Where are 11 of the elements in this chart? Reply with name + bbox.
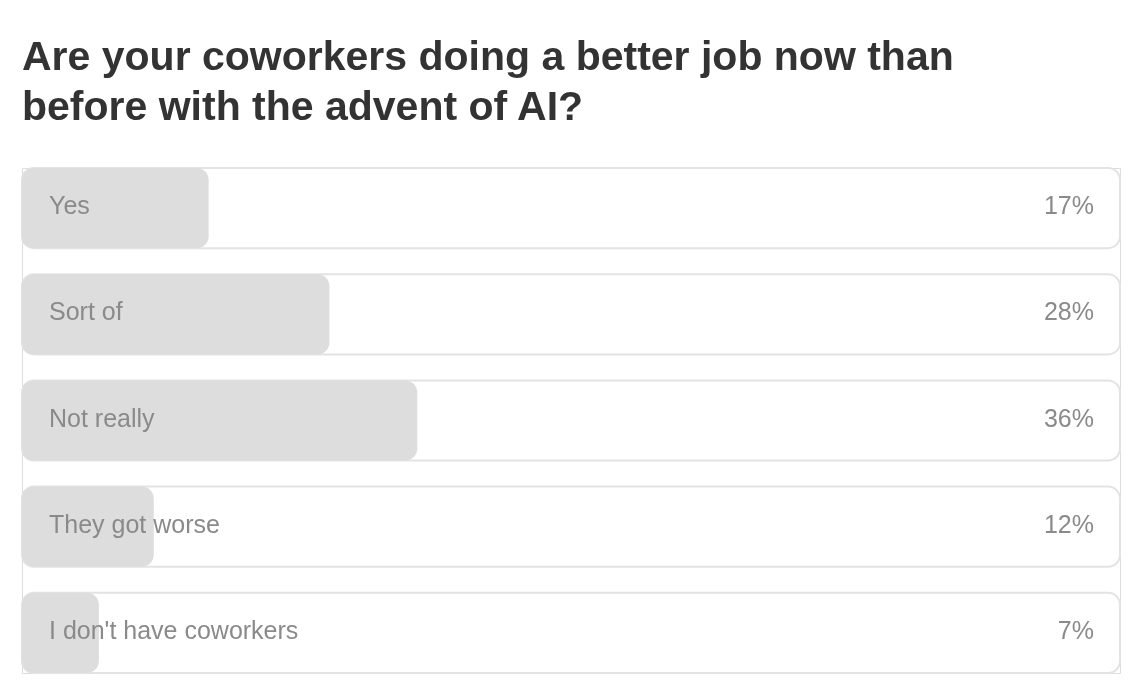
y-tick-label: Not really xyxy=(49,403,156,432)
y-tick-label: Yes xyxy=(49,191,90,220)
chart-title: Are your coworkers doing a better job now than before with the advent of AI? xyxy=(22,33,954,129)
y-tick-label: I don't have coworkers xyxy=(49,615,299,644)
data-label: 12% xyxy=(1043,509,1094,538)
y-tick-label: Sort of xyxy=(49,297,123,326)
data-label: 7% xyxy=(1057,615,1094,644)
data-label: 17% xyxy=(1043,191,1094,220)
data-label: 36% xyxy=(1043,403,1094,432)
data-label: 28% xyxy=(1043,297,1094,326)
y-tick-label: They got worse xyxy=(49,509,220,538)
